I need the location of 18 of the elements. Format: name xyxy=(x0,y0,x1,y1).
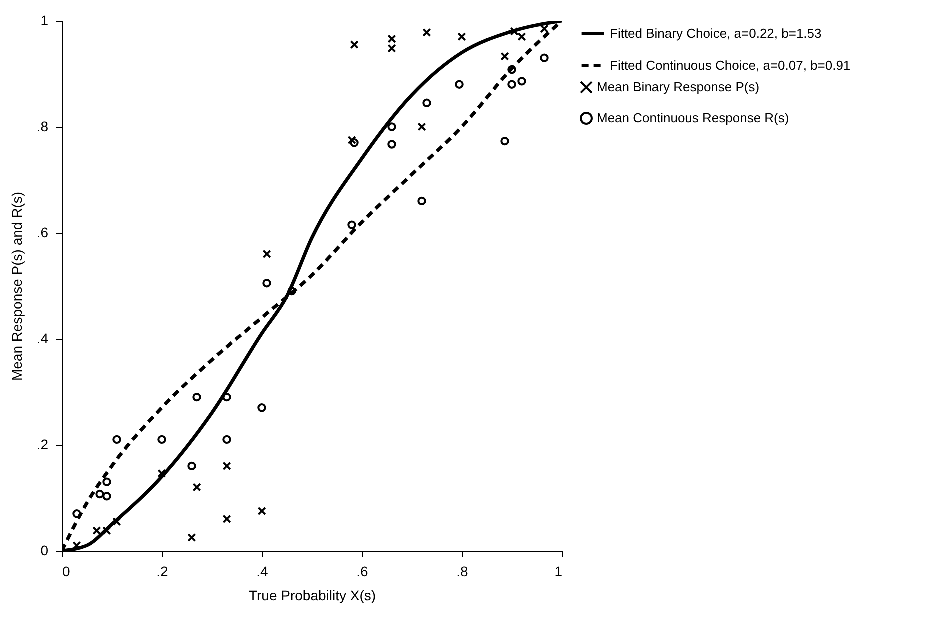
x-tick-label: 0 xyxy=(62,564,70,580)
y-tick-label: .6 xyxy=(36,224,49,240)
x-tick-label: 1 xyxy=(554,564,563,580)
y-tick-label: .2 xyxy=(36,436,49,452)
legend-label: Fitted Binary Choice, a=0.22, b=1.53 xyxy=(610,26,822,41)
x-tick-label: .4 xyxy=(256,564,269,580)
y-tick-label: .8 xyxy=(36,118,49,134)
y-tick-label: .4 xyxy=(36,330,49,346)
x-tick-label: .8 xyxy=(456,564,469,580)
y-tick-label: 0 xyxy=(40,542,49,558)
legend-label: Mean Continuous Response R(s) xyxy=(597,110,790,126)
y-axis-title: Mean Response P(s) and R(s) xyxy=(8,192,25,382)
x-tick-label: .2 xyxy=(156,564,169,580)
legend-label: Fitted Continuous Choice, a=0.07, b=0.91 xyxy=(610,58,851,73)
x-axis-title: True Probability X(s) xyxy=(248,588,376,604)
legend-label: Mean Binary Response P(s) xyxy=(597,80,760,94)
y-tick-label: 1 xyxy=(40,12,49,28)
x-tick-label: .6 xyxy=(356,564,369,580)
